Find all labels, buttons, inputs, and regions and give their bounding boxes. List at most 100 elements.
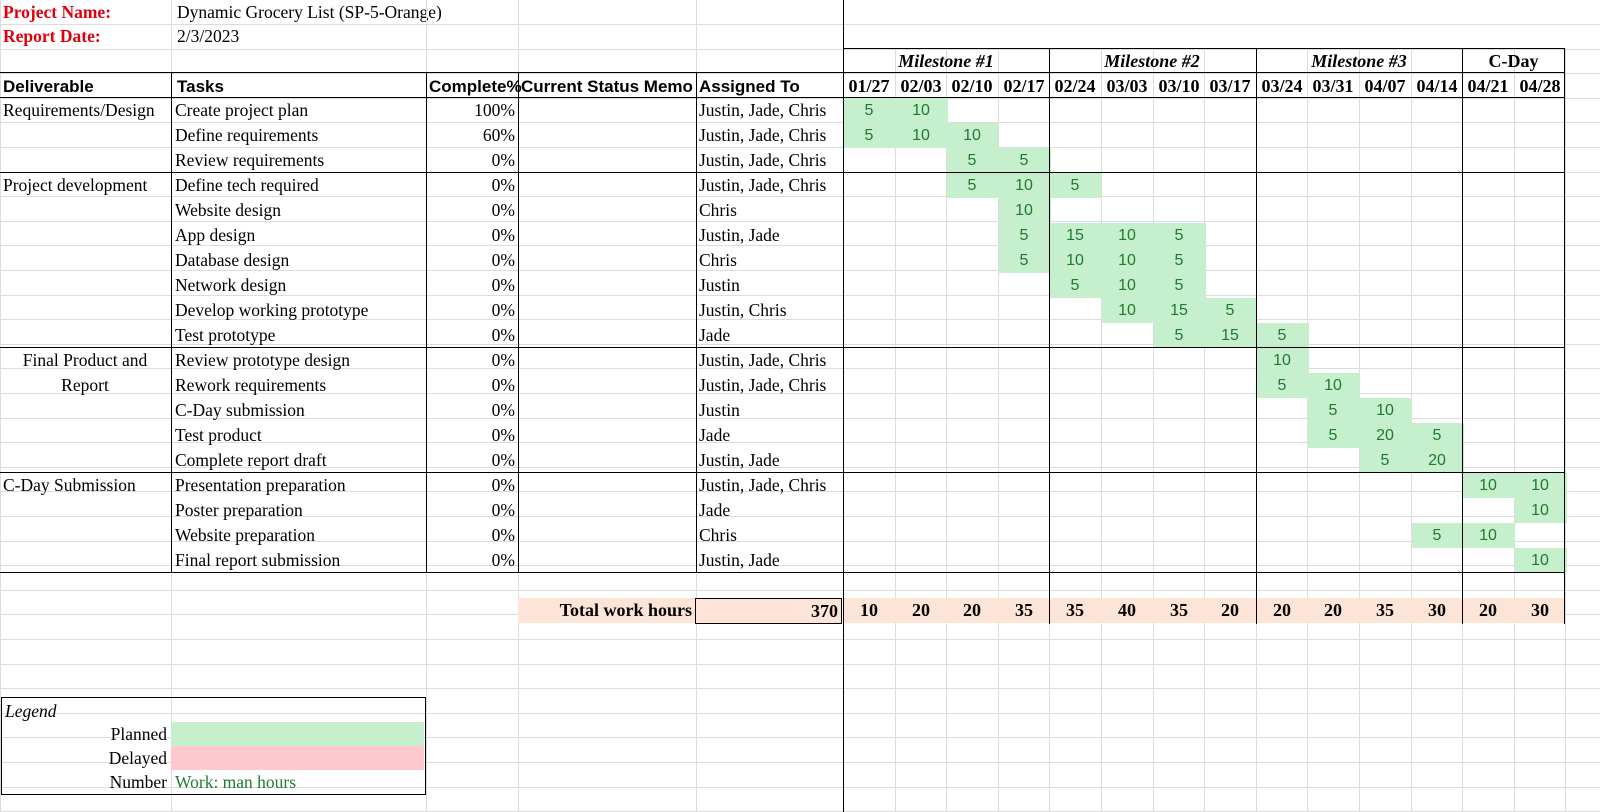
project-name-value[interactable]: Dynamic Grocery List (SP-5-Orange) — [177, 2, 442, 22]
task-assigned[interactable]: Justin, Chris — [699, 300, 787, 320]
task-complete[interactable]: 100% — [474, 100, 515, 120]
task-hours[interactable]: 5 — [1174, 327, 1184, 344]
task-assigned[interactable]: Justin, Jade, Chris — [699, 125, 827, 145]
task-assigned[interactable]: Justin, Jade, Chris — [699, 375, 827, 395]
task-name[interactable]: Review prototype design — [175, 350, 350, 370]
task-hours[interactable]: 10 — [1531, 502, 1549, 519]
task-hours[interactable]: 15 — [1066, 227, 1084, 244]
task-hours[interactable]: 5 — [1277, 327, 1287, 344]
weekly-total[interactable]: 40 — [1118, 600, 1136, 620]
deliverable-name[interactable]: Project development — [3, 175, 148, 195]
weekly-total[interactable]: 20 — [1479, 600, 1497, 620]
task-hours[interactable]: 5 — [967, 152, 977, 169]
task-hours[interactable]: 10 — [1066, 252, 1084, 269]
task-hours[interactable]: 20 — [1428, 452, 1446, 469]
task-hours[interactable]: 5 — [1174, 277, 1184, 294]
task-complete[interactable]: 0% — [491, 450, 515, 470]
task-hours[interactable]: 10 — [1479, 527, 1497, 544]
task-assigned[interactable]: Jade — [699, 500, 731, 520]
task-hours[interactable]: 10 — [1531, 552, 1549, 569]
task-name[interactable]: Define requirements — [175, 125, 319, 145]
task-hours[interactable]: 5 — [1225, 302, 1235, 319]
task-assigned[interactable]: Justin — [699, 275, 740, 295]
task-complete[interactable]: 0% — [491, 350, 515, 370]
task-hours[interactable]: 5 — [1432, 427, 1442, 444]
task-assigned[interactable]: Justin, Jade — [699, 225, 780, 245]
task-hours[interactable]: 10 — [1118, 302, 1136, 319]
task-hours[interactable]: 5 — [1328, 427, 1338, 444]
task-complete[interactable]: 0% — [491, 550, 515, 570]
task-complete[interactable]: 0% — [491, 400, 515, 420]
task-hours[interactable]: 5 — [1070, 277, 1080, 294]
task-assigned[interactable]: Justin, Jade, Chris — [699, 100, 827, 120]
task-complete[interactable]: 0% — [491, 500, 515, 520]
task-hours[interactable]: 5 — [1019, 152, 1029, 169]
task-hours[interactable]: 10 — [963, 127, 981, 144]
weekly-total[interactable]: 35 — [1066, 600, 1084, 620]
task-complete[interactable]: 0% — [491, 325, 515, 345]
task-hours[interactable]: 5 — [1070, 177, 1080, 194]
task-hours[interactable]: 5 — [1328, 402, 1338, 419]
task-name[interactable]: Final report submission — [175, 550, 341, 570]
task-name[interactable]: Complete report draft — [175, 450, 327, 470]
task-complete[interactable]: 0% — [491, 425, 515, 445]
task-assigned[interactable]: Justin, Jade, Chris — [699, 175, 827, 195]
task-assigned[interactable]: Justin — [699, 400, 740, 420]
task-name[interactable]: Website design — [175, 200, 281, 220]
deliverable-name[interactable]: Report — [61, 375, 109, 395]
task-assigned[interactable]: Justin, Jade — [699, 550, 780, 570]
weekly-total[interactable]: 30 — [1428, 600, 1446, 620]
task-hours[interactable]: 10 — [912, 127, 930, 144]
task-hours[interactable]: 5 — [1174, 252, 1184, 269]
weekly-total[interactable]: 35 — [1376, 600, 1394, 620]
task-hours[interactable]: 5 — [864, 102, 874, 119]
task-name[interactable]: C-Day submission — [175, 400, 305, 420]
task-name[interactable]: Test prototype — [175, 325, 276, 345]
task-name[interactable]: Develop working prototype — [175, 300, 369, 320]
task-assigned[interactable]: Justin, Jade, Chris — [699, 150, 827, 170]
task-complete[interactable]: 0% — [491, 175, 515, 195]
task-hours[interactable]: 5 — [1019, 227, 1029, 244]
task-assigned[interactable]: Chris — [699, 200, 737, 220]
task-complete[interactable]: 0% — [491, 225, 515, 245]
deliverable-name[interactable]: C-Day Submission — [3, 475, 136, 495]
task-complete[interactable]: 0% — [491, 200, 515, 220]
task-assigned[interactable]: Justin, Jade — [699, 450, 780, 470]
task-assigned[interactable]: Chris — [699, 525, 737, 545]
task-hours[interactable]: 5 — [1432, 527, 1442, 544]
task-hours[interactable]: 5 — [1380, 452, 1390, 469]
task-name[interactable]: Network design — [175, 275, 287, 295]
task-name[interactable]: Website preparation — [175, 525, 315, 545]
weekly-total[interactable]: 20 — [963, 600, 981, 620]
task-hours[interactable]: 10 — [1376, 402, 1394, 419]
task-hours[interactable]: 10 — [1324, 377, 1342, 394]
task-hours[interactable]: 5 — [967, 177, 977, 194]
task-hours[interactable]: 15 — [1221, 327, 1239, 344]
task-name[interactable]: App design — [175, 225, 256, 245]
task-hours[interactable]: 10 — [1118, 227, 1136, 244]
task-hours[interactable]: 10 — [1531, 477, 1549, 494]
task-hours[interactable]: 10 — [1118, 277, 1136, 294]
task-hours[interactable]: 5 — [1019, 252, 1029, 269]
task-assigned[interactable]: Jade — [699, 425, 731, 445]
task-assigned[interactable]: Jade — [699, 325, 731, 345]
weekly-total[interactable]: 20 — [1324, 600, 1342, 620]
task-complete[interactable]: 0% — [491, 150, 515, 170]
weekly-total[interactable]: 20 — [1273, 600, 1291, 620]
task-complete[interactable]: 0% — [491, 275, 515, 295]
deliverable-name[interactable]: Requirements/Design — [3, 100, 155, 120]
task-hours[interactable]: 10 — [1479, 477, 1497, 494]
task-hours[interactable]: 10 — [912, 102, 930, 119]
task-complete[interactable]: 0% — [491, 375, 515, 395]
total-hours-sum[interactable]: 370 — [695, 598, 842, 624]
task-name[interactable]: Rework requirements — [175, 375, 327, 395]
weekly-total[interactable]: 20 — [1221, 600, 1239, 620]
weekly-total[interactable]: 10 — [860, 600, 878, 620]
task-complete[interactable]: 0% — [491, 525, 515, 545]
task-complete[interactable]: 0% — [491, 250, 515, 270]
task-name[interactable]: Test product — [175, 425, 262, 445]
task-hours[interactable]: 15 — [1170, 302, 1188, 319]
task-name[interactable]: Review requirements — [175, 150, 325, 170]
task-assigned[interactable]: Chris — [699, 250, 737, 270]
task-hours[interactable]: 10 — [1118, 252, 1136, 269]
